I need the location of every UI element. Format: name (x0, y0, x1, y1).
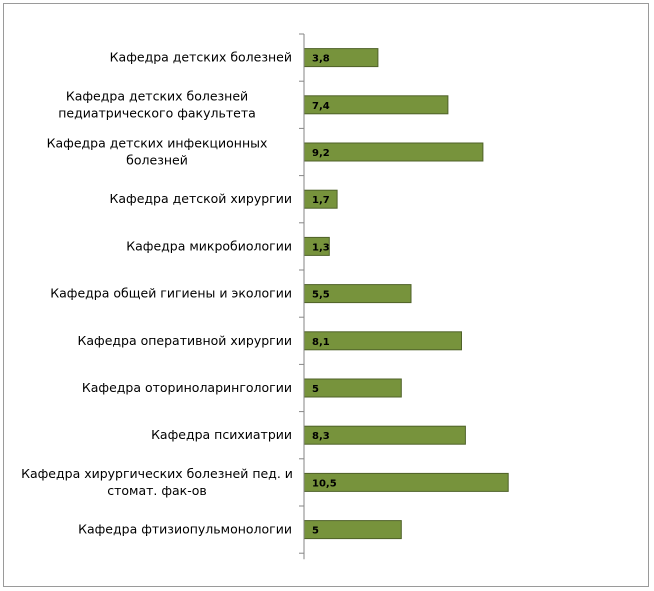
category-label: Кафедра общей гигиены и экологии (50, 286, 292, 301)
category-label: Кафедра детских болезней педиатрического … (58, 88, 256, 120)
data-label: 9,2 (312, 148, 330, 159)
category-label-line: стомат. фак-ов (107, 483, 207, 498)
bars-layer (303, 48, 509, 540)
category-label: Кафедра фтизиопульмонологии (78, 522, 292, 537)
data-label: 7,4 (312, 101, 330, 112)
category-label-line: педиатрического факультета (58, 105, 256, 120)
data-label: 5 (312, 526, 319, 537)
data-label: 5,5 (312, 290, 330, 301)
data-label: 1,7 (312, 195, 330, 206)
category-label: Кафедра детских инфекционных болезней (47, 136, 268, 168)
category-label: Кафедра оперативной хирургии (77, 333, 292, 348)
category-label: Кафедра психиатрии (151, 427, 292, 442)
data-label: 10,5 (312, 478, 337, 489)
category-label: Кафедра оториноларингологии (82, 380, 292, 395)
value-labels-layer: 3,8 7,4 9,2 1,7 1,3 5,5 8,1 5 8,3 10,5 5 (312, 54, 337, 537)
data-label: 8,1 (312, 337, 330, 348)
category-label: Кафедра детской хирургии (109, 191, 292, 206)
category-label: Кафедра хирургических болезней пед. и сто… (21, 466, 293, 498)
category-axis (299, 33, 305, 560)
category-label-line: Кафедра хирургических болезней пед. и (21, 466, 293, 481)
bar (303, 142, 484, 162)
category-label: Кафедра детских болезней (110, 50, 292, 65)
chart-frame: Кафедра детских болезней Кафедра детских … (3, 3, 649, 587)
category-label-line: болезней (126, 153, 188, 168)
data-label: 5 (312, 384, 319, 395)
data-label: 8,3 (312, 431, 330, 442)
data-label: 3,8 (312, 54, 330, 65)
category-label-line: Кафедра детских болезней (66, 88, 248, 103)
category-label: Кафедра микробиологии (126, 238, 292, 253)
data-label: 1,3 (312, 242, 330, 253)
category-label-line: Кафедра детских инфекционных (47, 136, 268, 151)
